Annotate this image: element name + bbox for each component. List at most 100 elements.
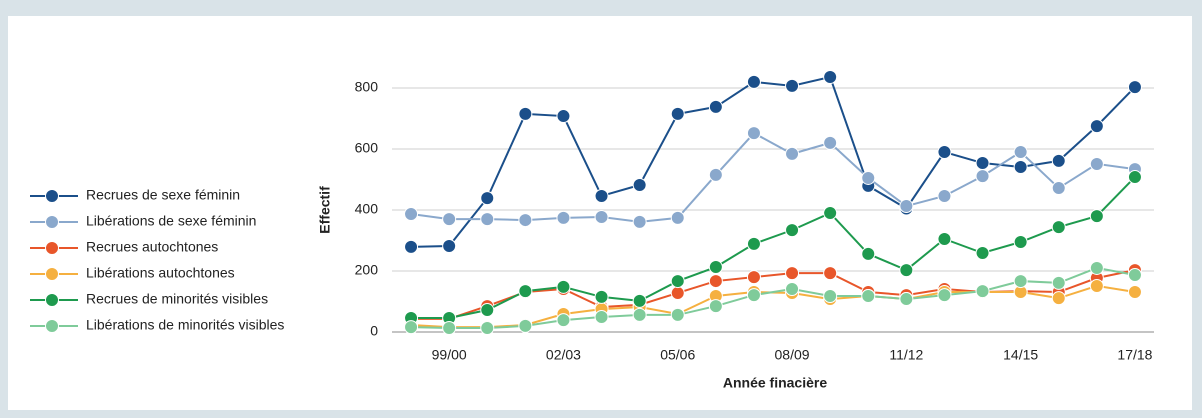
point bbox=[1051, 275, 1066, 290]
y-tick-label: 800 bbox=[355, 79, 379, 95]
point bbox=[1127, 267, 1142, 282]
point bbox=[746, 126, 761, 141]
point bbox=[1089, 156, 1104, 171]
x-axis-label: Année finacière bbox=[723, 375, 827, 391]
point bbox=[746, 236, 761, 251]
legend-label: Recrues de sexe féminin bbox=[86, 187, 240, 203]
point bbox=[746, 288, 761, 303]
point bbox=[785, 266, 800, 281]
point bbox=[823, 266, 838, 281]
point bbox=[1013, 274, 1028, 289]
legend-label: Recrues de minorités visibles bbox=[86, 291, 268, 307]
legend-marker bbox=[45, 215, 59, 229]
point bbox=[975, 284, 990, 299]
point bbox=[937, 231, 952, 246]
legend-label: Libérations autochtones bbox=[86, 265, 235, 281]
point bbox=[823, 206, 838, 221]
point bbox=[975, 246, 990, 261]
point bbox=[1089, 119, 1104, 134]
x-tick-label: 05/06 bbox=[660, 347, 695, 363]
point bbox=[594, 188, 609, 203]
point bbox=[975, 169, 990, 184]
legend-marker bbox=[45, 189, 59, 203]
point bbox=[480, 212, 495, 227]
point bbox=[899, 263, 914, 278]
legend-label: Recrues autochtones bbox=[86, 239, 218, 255]
point bbox=[1127, 170, 1142, 185]
point bbox=[518, 106, 533, 121]
point bbox=[518, 318, 533, 333]
point bbox=[746, 74, 761, 89]
point bbox=[632, 293, 647, 308]
point bbox=[632, 177, 647, 192]
point bbox=[1013, 145, 1028, 160]
legend-marker bbox=[45, 293, 59, 307]
point bbox=[785, 281, 800, 296]
point bbox=[518, 284, 533, 299]
point bbox=[670, 274, 685, 289]
point bbox=[899, 292, 914, 307]
point bbox=[708, 167, 723, 182]
point bbox=[708, 299, 723, 314]
point bbox=[823, 135, 838, 150]
point bbox=[480, 303, 495, 318]
x-tick-label: 99/00 bbox=[432, 347, 467, 363]
point bbox=[937, 188, 952, 203]
legend-marker bbox=[45, 267, 59, 281]
point bbox=[632, 307, 647, 322]
point bbox=[785, 78, 800, 93]
point bbox=[404, 239, 419, 254]
point bbox=[1127, 285, 1142, 300]
x-tick-label: 11/12 bbox=[889, 347, 923, 363]
point bbox=[1051, 291, 1066, 306]
point bbox=[594, 210, 609, 225]
point bbox=[1051, 220, 1066, 235]
point bbox=[670, 106, 685, 121]
point bbox=[785, 223, 800, 238]
point bbox=[861, 289, 876, 304]
point bbox=[1013, 159, 1028, 174]
point bbox=[708, 99, 723, 114]
x-tick-label: 08/09 bbox=[775, 347, 810, 363]
point bbox=[1089, 209, 1104, 224]
point bbox=[556, 109, 571, 124]
point bbox=[670, 285, 685, 300]
point bbox=[518, 213, 533, 228]
point bbox=[861, 170, 876, 185]
point bbox=[556, 210, 571, 225]
point bbox=[1051, 181, 1066, 196]
point bbox=[404, 320, 419, 335]
y-axis-label: Effectif bbox=[317, 186, 333, 234]
point bbox=[480, 191, 495, 206]
x-tick-label: 17/18 bbox=[1117, 347, 1152, 363]
legend-label: Libérations de sexe féminin bbox=[86, 213, 256, 229]
point bbox=[861, 246, 876, 261]
point bbox=[708, 274, 723, 289]
point bbox=[823, 289, 838, 304]
point bbox=[442, 212, 457, 227]
x-tick-label: 14/15 bbox=[1003, 347, 1038, 363]
point bbox=[1013, 235, 1028, 250]
point bbox=[480, 321, 495, 336]
point bbox=[442, 238, 457, 253]
legend-marker bbox=[45, 319, 59, 333]
point bbox=[1127, 80, 1142, 95]
point bbox=[937, 288, 952, 303]
point bbox=[975, 156, 990, 171]
y-tick-label: 600 bbox=[355, 140, 379, 156]
point bbox=[823, 70, 838, 85]
point bbox=[442, 321, 457, 336]
point bbox=[632, 214, 647, 229]
point bbox=[785, 146, 800, 161]
y-tick-label: 0 bbox=[370, 323, 378, 339]
y-tick-label: 200 bbox=[355, 262, 379, 278]
point bbox=[556, 313, 571, 328]
point bbox=[1089, 278, 1104, 293]
legend-label: Libérations de minorités visibles bbox=[86, 317, 284, 333]
point bbox=[670, 307, 685, 322]
point bbox=[670, 210, 685, 225]
y-tick-label: 400 bbox=[355, 201, 379, 217]
point bbox=[594, 310, 609, 325]
point bbox=[556, 279, 571, 294]
